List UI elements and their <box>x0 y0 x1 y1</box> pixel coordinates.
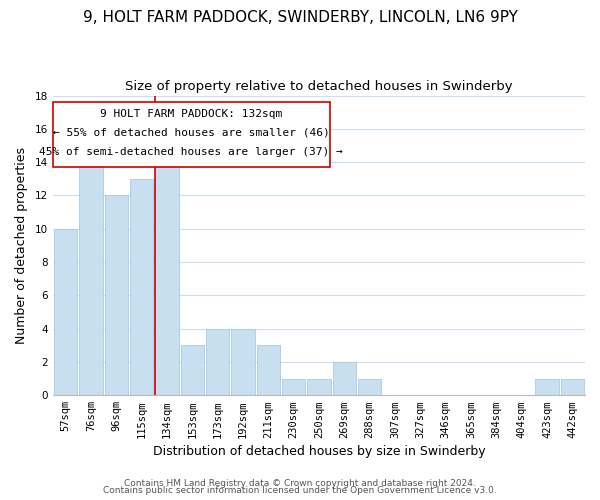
Bar <box>54 228 77 395</box>
Text: 45% of semi-detached houses are larger (37) →: 45% of semi-detached houses are larger (… <box>40 146 343 156</box>
Bar <box>282 378 305 395</box>
Bar <box>181 346 204 395</box>
Bar <box>358 378 382 395</box>
Text: ← 55% of detached houses are smaller (46): ← 55% of detached houses are smaller (46… <box>53 128 330 138</box>
Bar <box>105 196 128 395</box>
Bar <box>535 378 559 395</box>
Text: Contains public sector information licensed under the Open Government Licence v3: Contains public sector information licen… <box>103 486 497 495</box>
Bar <box>130 179 154 395</box>
Bar <box>206 328 229 395</box>
Bar <box>232 328 254 395</box>
Bar <box>333 362 356 395</box>
Title: Size of property relative to detached houses in Swinderby: Size of property relative to detached ho… <box>125 80 513 93</box>
Text: 9 HOLT FARM PADDOCK: 132sqm: 9 HOLT FARM PADDOCK: 132sqm <box>100 109 283 119</box>
Bar <box>307 378 331 395</box>
Bar <box>560 378 584 395</box>
X-axis label: Distribution of detached houses by size in Swinderby: Distribution of detached houses by size … <box>153 444 485 458</box>
FancyBboxPatch shape <box>53 102 329 168</box>
Y-axis label: Number of detached properties: Number of detached properties <box>15 147 28 344</box>
Bar <box>155 146 179 395</box>
Bar <box>79 162 103 395</box>
Bar <box>257 346 280 395</box>
Text: 9, HOLT FARM PADDOCK, SWINDERBY, LINCOLN, LN6 9PY: 9, HOLT FARM PADDOCK, SWINDERBY, LINCOLN… <box>83 10 517 25</box>
Text: Contains HM Land Registry data © Crown copyright and database right 2024.: Contains HM Land Registry data © Crown c… <box>124 478 476 488</box>
